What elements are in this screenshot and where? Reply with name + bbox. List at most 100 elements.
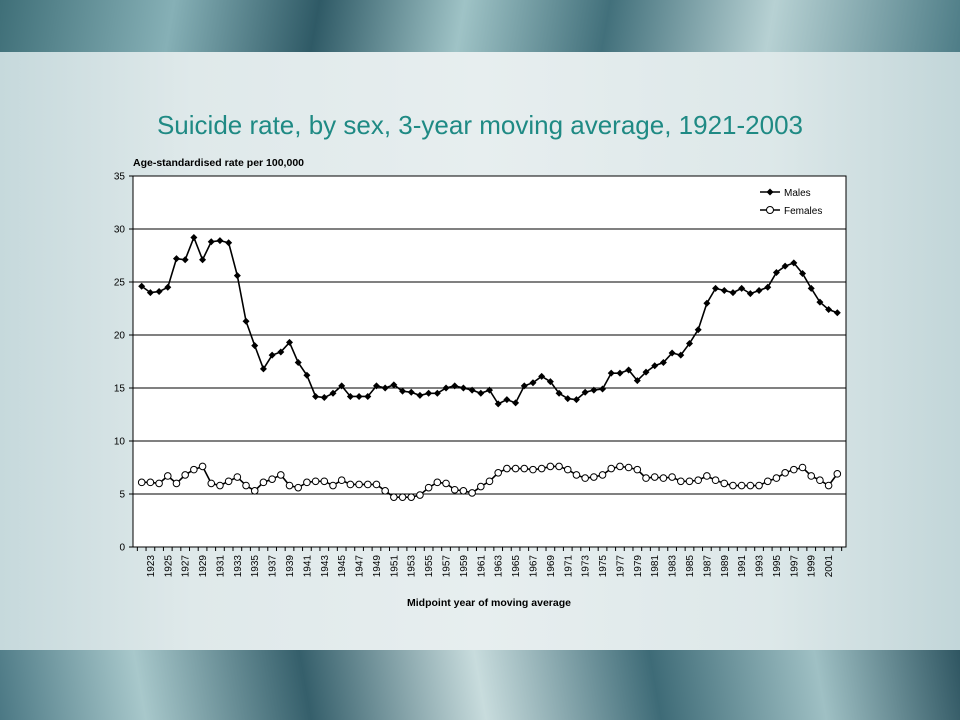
x-tick-label: 1971 [563, 555, 574, 578]
data-point-males [390, 381, 398, 389]
data-point-males [172, 255, 180, 263]
y-tick-label: 5 [119, 490, 125, 501]
data-point-males [433, 389, 441, 397]
data-point-females [320, 477, 329, 486]
data-point-females [450, 485, 459, 494]
x-tick-label: 1977 [615, 555, 626, 578]
data-point-males [729, 289, 737, 297]
data-point-males [781, 262, 789, 270]
background-top-band [0, 0, 960, 52]
data-point-males [607, 369, 615, 377]
data-point-females [546, 462, 555, 471]
x-tick-label: 1985 [685, 555, 696, 578]
data-point-males [807, 284, 815, 292]
data-point-males [564, 395, 572, 403]
x-tick-label: 1983 [668, 555, 679, 578]
data-point-females [781, 469, 789, 477]
data-point-females [772, 474, 781, 482]
data-point-males [372, 382, 380, 390]
data-point-males [825, 306, 833, 314]
data-point-males [616, 369, 624, 377]
data-point-females [163, 472, 172, 480]
data-point-males [572, 396, 580, 404]
data-point-males [833, 309, 841, 317]
y-axis-ticks: 0 5 10 15 20 25 30 35 [114, 172, 133, 554]
data-point-males [738, 284, 746, 292]
data-point-males [538, 372, 546, 380]
data-point-males [651, 362, 659, 370]
data-point-females [303, 478, 311, 487]
data-point-females [459, 487, 468, 495]
x-tick-label: 1953 [407, 555, 418, 578]
y-tick-label: 25 [114, 278, 126, 289]
data-point-females [259, 478, 268, 487]
x-tick-label: 1939 [285, 555, 296, 578]
data-point-males [520, 382, 528, 390]
data-point-females [694, 476, 702, 485]
data-point-males [251, 342, 259, 350]
data-point-females [633, 465, 642, 474]
data-point-males [599, 385, 607, 393]
data-point-females [537, 464, 546, 473]
data-point-females [494, 469, 502, 477]
data-point-females [659, 474, 668, 482]
data-point-males [294, 359, 302, 367]
data-point-males [259, 365, 267, 373]
data-point-females [363, 480, 372, 489]
data-point-males [677, 351, 685, 359]
data-point-females [746, 481, 755, 490]
data-point-females [233, 473, 242, 481]
data-point-males [225, 239, 233, 247]
data-point-females [381, 487, 389, 495]
data-point-females [172, 479, 181, 488]
data-point-males [694, 326, 702, 334]
data-point-females [407, 493, 416, 501]
data-point-males [277, 348, 285, 356]
x-axis-label: Midpoint year of moving average [407, 597, 571, 609]
x-tick-label: 1987 [702, 555, 713, 578]
data-point-females [268, 475, 276, 483]
data-point-females [433, 478, 442, 487]
legend: Males Females [760, 188, 822, 217]
data-point-females [607, 464, 616, 473]
data-point-females [642, 474, 650, 482]
data-point-males [712, 284, 720, 292]
x-tick-label: 2001 [824, 555, 835, 578]
x-tick-label: 1945 [337, 555, 348, 578]
data-point-females [737, 481, 746, 490]
x-tick-label: 1955 [424, 555, 435, 578]
x-tick-label: 1973 [581, 555, 592, 578]
x-tick-label: 1949 [372, 555, 383, 578]
data-point-males [407, 388, 415, 396]
legend-label-females: Females [784, 206, 822, 217]
data-point-males [642, 368, 650, 376]
slide-title: Suicide rate, by sex, 3-year moving aver… [156, 110, 804, 140]
data-point-males [494, 400, 502, 408]
data-point-females [676, 477, 685, 486]
data-point-males [555, 389, 563, 397]
data-point-males [286, 338, 294, 346]
data-point-females [477, 482, 485, 491]
data-point-females [346, 480, 355, 489]
data-point-females [468, 489, 476, 497]
data-point-females [755, 481, 763, 490]
data-point-males [181, 256, 189, 264]
data-point-males [346, 392, 354, 400]
data-point-males [477, 389, 485, 397]
gridlines [133, 228, 846, 495]
data-point-females [685, 477, 694, 486]
data-point-males [685, 339, 693, 347]
data-point-males [399, 387, 407, 395]
data-point-females [503, 464, 511, 473]
data-point-females [581, 474, 589, 482]
x-tick-label: 1965 [511, 555, 522, 578]
data-point-males [381, 384, 389, 392]
data-point-females [329, 481, 337, 490]
x-tick-label: 1941 [302, 555, 313, 578]
data-point-males [451, 382, 459, 390]
data-point-males [581, 388, 589, 396]
data-point-females [520, 464, 529, 473]
y-tick-label: 30 [114, 225, 126, 236]
data-point-males [268, 351, 276, 359]
